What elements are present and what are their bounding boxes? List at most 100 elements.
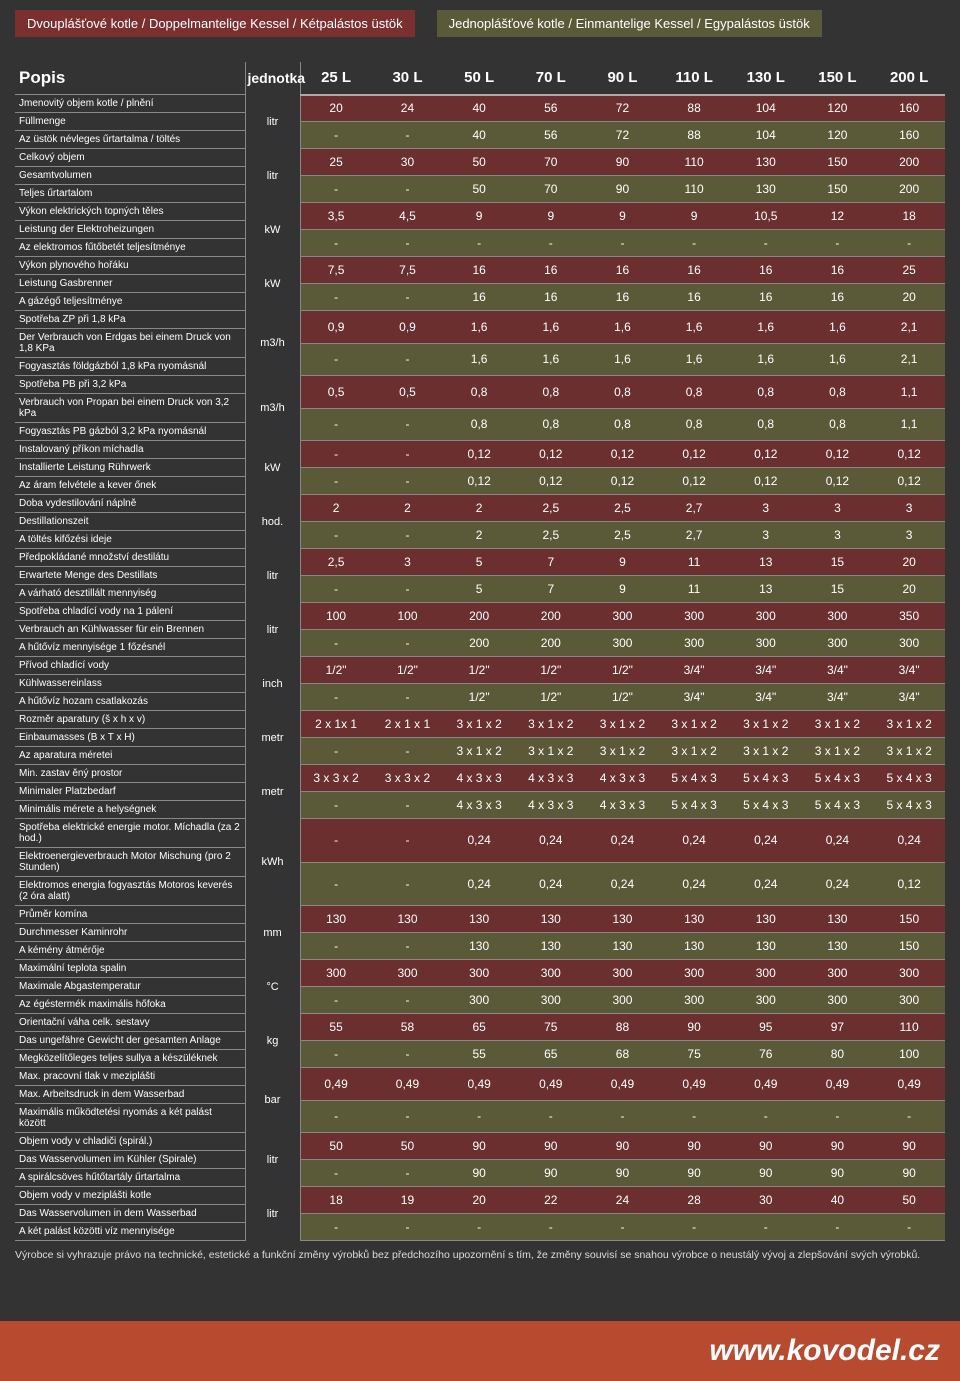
value-cell: - [515, 1214, 587, 1241]
value-cell: - [300, 1214, 372, 1241]
table-row: Min. zastav ěný prostorMinimaler Platzbe… [15, 765, 945, 792]
value-cell: 0,8 [730, 408, 802, 441]
value-cell: 3/4" [730, 657, 802, 684]
value-cell: 0,12 [515, 468, 587, 495]
desc-line: Az aparatura méretei [15, 747, 245, 764]
unit-cell: metr [245, 765, 300, 819]
value-cell: - [300, 1041, 372, 1068]
value-cell: 0,12 [443, 441, 515, 468]
page-footer: www.kovodel.cz [0, 1321, 960, 1381]
value-cell: 300 [802, 630, 874, 657]
desc-cell: Objem vody v meziplášti kotleDas Wasserv… [15, 1187, 245, 1241]
value-cell: - [515, 230, 587, 257]
table-row: Výkon plynového hořákuLeistung Gasbrenne… [15, 257, 945, 284]
col-90L: 90 L [587, 62, 659, 95]
value-cell: 3 x 1 x 2 [658, 711, 730, 738]
table-row: Výkon elektrických topných tělesLeistung… [15, 203, 945, 230]
value-cell: - [802, 1214, 874, 1241]
desc-line: Teljes űrtartalom [15, 185, 245, 202]
value-cell: 130 [730, 149, 802, 176]
value-cell: 1,6 [515, 343, 587, 376]
value-cell: 25 [300, 149, 372, 176]
value-cell: - [372, 343, 444, 376]
desc-line: A várható desztillált mennyiség [15, 585, 245, 602]
spec-table: Popis jednotka 25 L 30 L 50 L 70 L 90 L … [15, 62, 945, 1241]
value-cell: 3 [730, 495, 802, 522]
value-cell: 3 [802, 495, 874, 522]
value-cell: 75 [658, 1041, 730, 1068]
value-cell: - [300, 522, 372, 549]
value-cell: - [372, 738, 444, 765]
value-cell: - [587, 1100, 659, 1133]
desc-line: Kühlwassereinlass [15, 675, 245, 693]
value-cell: - [300, 230, 372, 257]
value-cell: 110 [658, 149, 730, 176]
value-cell: 72 [587, 122, 659, 149]
value-cell: 90 [658, 1014, 730, 1041]
value-cell: 90 [730, 1160, 802, 1187]
desc-line: Fogyasztás földgázból 1,8 kPa nyomásnál [15, 358, 245, 375]
value-cell: 0,8 [658, 376, 730, 409]
table-row: Spotřeba elektrické energie motor. Mícha… [15, 819, 945, 863]
value-cell: 88 [658, 122, 730, 149]
table-row: Spotřeba ZP při 1,8 kPaDer Verbrauch von… [15, 311, 945, 344]
desc-cell: Orientační váha celk. sestavyDas ungefäh… [15, 1014, 245, 1068]
desc-line: Az üstök névleges űrtartalma / töltés [15, 131, 245, 148]
value-cell: - [587, 1214, 659, 1241]
value-cell: - [372, 122, 444, 149]
value-cell: - [443, 1100, 515, 1133]
value-cell: 10,5 [730, 203, 802, 230]
value-cell: 130 [443, 933, 515, 960]
desc-cell: Jmenovitý objem kotle / plněníFüllmengeA… [15, 95, 245, 149]
value-cell: 3 x 1 x 2 [587, 738, 659, 765]
desc-cell: Výkon plynového hořákuLeistung Gasbrenne… [15, 257, 245, 311]
value-cell: 18 [873, 203, 945, 230]
col-150L: 150 L [802, 62, 874, 95]
desc-line: Objem vody v chladiči (spirál.) [15, 1133, 245, 1151]
desc-line: Max. pracovní tlak v meziplášti [15, 1068, 245, 1086]
value-cell: - [300, 862, 372, 906]
value-cell: - [300, 792, 372, 819]
value-cell: 68 [587, 1041, 659, 1068]
footer-url: www.kovodel.cz [709, 1334, 940, 1368]
value-cell: 3 x 1 x 2 [873, 738, 945, 765]
value-cell: 300 [873, 960, 945, 987]
value-cell: 300 [873, 987, 945, 1014]
value-cell: - [802, 1100, 874, 1133]
desc-line: Das ungefähre Gewicht der gesamten Anlag… [15, 1032, 245, 1050]
value-cell: 1/2" [443, 684, 515, 711]
value-cell: 90 [730, 1133, 802, 1160]
value-cell: 16 [443, 257, 515, 284]
value-cell: 300 [515, 987, 587, 1014]
value-cell: - [372, 1041, 444, 1068]
value-cell: 12 [802, 203, 874, 230]
value-cell: 0,5 [300, 376, 372, 409]
value-cell: 25 [873, 257, 945, 284]
value-cell: 55 [443, 1041, 515, 1068]
value-cell: 3 x 1 x 2 [443, 711, 515, 738]
value-cell: - [372, 1214, 444, 1241]
value-cell: 3 x 3 x 2 [300, 765, 372, 792]
value-cell: 1/2" [443, 657, 515, 684]
value-cell: 3 x 1 x 2 [873, 711, 945, 738]
desc-line: Durchmesser Kaminrohr [15, 924, 245, 942]
value-cell: - [372, 576, 444, 603]
value-cell: 20 [873, 549, 945, 576]
value-cell: 1,6 [587, 343, 659, 376]
unit-cell: hod. [245, 495, 300, 549]
value-cell: 16 [515, 284, 587, 311]
value-cell: - [372, 792, 444, 819]
footnote: Výrobce si vyhrazuje právo na technické,… [15, 1241, 945, 1261]
value-cell: - [372, 468, 444, 495]
value-cell: 50 [443, 149, 515, 176]
value-cell: - [443, 1214, 515, 1241]
value-cell: 0,12 [873, 441, 945, 468]
value-cell: 130 [443, 906, 515, 933]
value-cell: - [372, 819, 444, 863]
table-row: Doba vydestilování náplněDestillationsze… [15, 495, 945, 522]
value-cell: 9 [515, 203, 587, 230]
value-cell: 130 [587, 906, 659, 933]
value-cell: - [730, 1100, 802, 1133]
value-cell: 9 [587, 576, 659, 603]
value-cell: 75 [515, 1014, 587, 1041]
